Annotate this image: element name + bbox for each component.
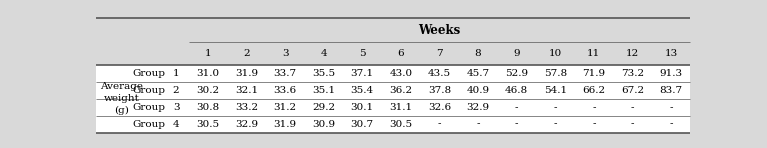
Text: 31.9: 31.9 bbox=[274, 120, 297, 129]
Text: -: - bbox=[592, 120, 595, 129]
Text: 35.1: 35.1 bbox=[312, 86, 335, 95]
Text: -: - bbox=[554, 103, 557, 112]
Text: 30.9: 30.9 bbox=[312, 120, 335, 129]
Text: 43.5: 43.5 bbox=[428, 69, 451, 78]
Text: 36.2: 36.2 bbox=[390, 86, 413, 95]
Text: 40.9: 40.9 bbox=[466, 86, 489, 95]
Text: -: - bbox=[670, 103, 673, 112]
Text: 33.2: 33.2 bbox=[235, 103, 258, 112]
Text: 32.9: 32.9 bbox=[466, 103, 489, 112]
Text: 32.6: 32.6 bbox=[428, 103, 451, 112]
Text: 9: 9 bbox=[513, 49, 520, 58]
Text: -: - bbox=[630, 103, 634, 112]
Text: 57.8: 57.8 bbox=[544, 69, 567, 78]
Text: 3: 3 bbox=[173, 103, 179, 112]
Text: Average
weight
(g): Average weight (g) bbox=[100, 82, 143, 115]
Text: 54.1: 54.1 bbox=[544, 86, 567, 95]
Text: -: - bbox=[630, 120, 634, 129]
Text: 37.1: 37.1 bbox=[351, 69, 374, 78]
Text: 32.9: 32.9 bbox=[235, 120, 258, 129]
Text: 7: 7 bbox=[436, 49, 443, 58]
Text: 43.0: 43.0 bbox=[390, 69, 413, 78]
Text: 1: 1 bbox=[205, 49, 211, 58]
Text: 46.8: 46.8 bbox=[505, 86, 528, 95]
Text: 2: 2 bbox=[173, 86, 179, 95]
Text: Group: Group bbox=[133, 120, 166, 129]
Text: 12: 12 bbox=[626, 49, 639, 58]
Text: 31.1: 31.1 bbox=[390, 103, 413, 112]
Text: 31.0: 31.0 bbox=[196, 69, 219, 78]
Text: -: - bbox=[592, 103, 595, 112]
Text: 10: 10 bbox=[548, 49, 562, 58]
Text: 11: 11 bbox=[588, 49, 601, 58]
Text: 30.2: 30.2 bbox=[196, 86, 219, 95]
Text: 35.5: 35.5 bbox=[312, 69, 335, 78]
Text: 4: 4 bbox=[321, 49, 327, 58]
Text: Group: Group bbox=[133, 86, 166, 95]
Text: Group: Group bbox=[133, 69, 166, 78]
Text: 66.2: 66.2 bbox=[582, 86, 605, 95]
Text: 29.2: 29.2 bbox=[312, 103, 335, 112]
Text: Weeks: Weeks bbox=[418, 24, 460, 37]
Bar bbox=[96, 65, 690, 132]
Text: 37.8: 37.8 bbox=[428, 86, 451, 95]
Text: 45.7: 45.7 bbox=[466, 69, 489, 78]
Text: -: - bbox=[515, 103, 518, 112]
Text: -: - bbox=[438, 120, 441, 129]
Text: 31.2: 31.2 bbox=[274, 103, 297, 112]
Text: 67.2: 67.2 bbox=[621, 86, 644, 95]
Text: -: - bbox=[515, 120, 518, 129]
Text: 33.6: 33.6 bbox=[274, 86, 297, 95]
Text: 30.1: 30.1 bbox=[351, 103, 374, 112]
Text: 1: 1 bbox=[173, 69, 179, 78]
Text: -: - bbox=[554, 120, 557, 129]
Text: 30.8: 30.8 bbox=[196, 103, 219, 112]
Text: 83.7: 83.7 bbox=[660, 86, 683, 95]
Text: 31.9: 31.9 bbox=[235, 69, 258, 78]
Text: -: - bbox=[476, 120, 480, 129]
Text: 2: 2 bbox=[243, 49, 250, 58]
Text: 52.9: 52.9 bbox=[505, 69, 528, 78]
Text: 32.1: 32.1 bbox=[235, 86, 258, 95]
Text: 4: 4 bbox=[173, 120, 179, 129]
Text: 30.5: 30.5 bbox=[390, 120, 413, 129]
Text: 8: 8 bbox=[475, 49, 482, 58]
Text: 5: 5 bbox=[359, 49, 366, 58]
Text: 13: 13 bbox=[664, 49, 677, 58]
Text: 30.5: 30.5 bbox=[196, 120, 219, 129]
Text: 33.7: 33.7 bbox=[274, 69, 297, 78]
Text: 71.9: 71.9 bbox=[582, 69, 605, 78]
Text: 73.2: 73.2 bbox=[621, 69, 644, 78]
Text: 3: 3 bbox=[281, 49, 288, 58]
Text: -: - bbox=[670, 120, 673, 129]
Text: 35.4: 35.4 bbox=[351, 86, 374, 95]
Text: 30.7: 30.7 bbox=[351, 120, 374, 129]
Text: 6: 6 bbox=[397, 49, 404, 58]
Text: Group: Group bbox=[133, 103, 166, 112]
Text: 91.3: 91.3 bbox=[660, 69, 683, 78]
